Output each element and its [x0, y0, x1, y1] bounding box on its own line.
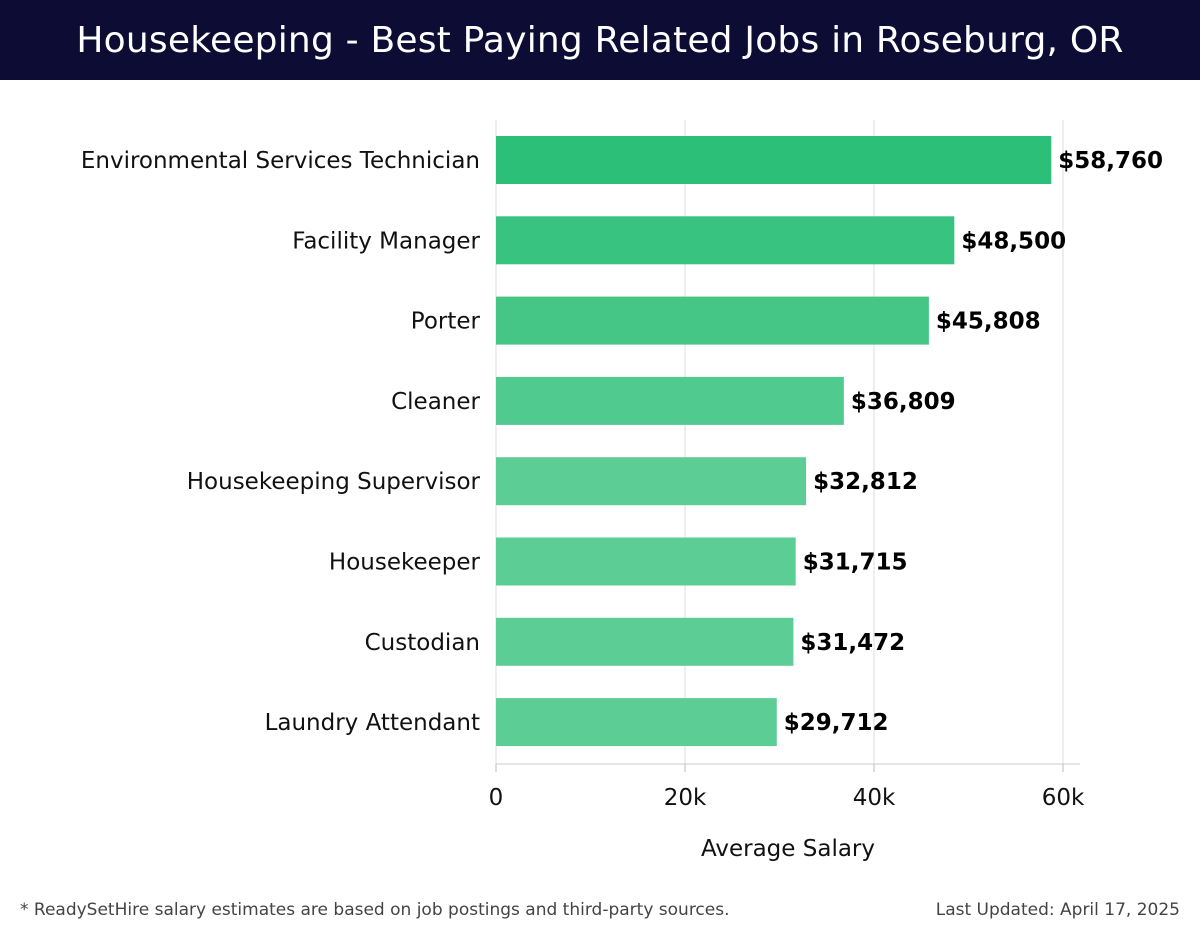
category-label: Laundry Attendant: [265, 710, 480, 736]
bar-layer: [496, 136, 1052, 747]
category-label: Facility Manager: [292, 228, 480, 254]
category-label: Housekeeper: [329, 550, 481, 576]
x-axis-title: Average Salary: [701, 836, 875, 862]
bar: [496, 537, 796, 586]
chart-title: Housekeeping - Best Paying Related Jobs …: [76, 19, 1124, 61]
x-tick-label: 60k: [1042, 785, 1085, 811]
value-label: $58,760: [1058, 148, 1163, 174]
title-bar: Housekeeping - Best Paying Related Jobs …: [0, 0, 1200, 80]
value-label: $29,712: [784, 710, 889, 736]
footer-updated: Last Updated: April 17, 2025: [935, 900, 1180, 920]
x-tick-label: 20k: [664, 785, 707, 811]
bar: [496, 216, 955, 265]
category-label: Custodian: [365, 630, 480, 656]
category-label: Housekeeping Supervisor: [187, 469, 481, 495]
category-label: Environmental Services Technician: [81, 148, 480, 174]
value-label: $31,715: [803, 550, 908, 576]
value-label: $31,472: [800, 630, 905, 656]
label-layer: Environmental Services Technician $58,760…: [81, 148, 1163, 736]
footer-note: * ReadySetHire salary estimates are base…: [20, 900, 730, 920]
category-label: Cleaner: [391, 389, 480, 415]
value-label: $32,812: [813, 469, 918, 495]
value-label: $45,808: [936, 309, 1041, 335]
x-tick-label: 0: [489, 785, 504, 811]
x-tick-label: 40k: [853, 785, 896, 811]
bar: [496, 376, 844, 425]
bar: [496, 296, 929, 345]
value-label: $36,809: [851, 389, 956, 415]
bar: [496, 617, 794, 666]
x-axis: 0 20k 40k 60k: [489, 763, 1085, 811]
bar-chart: Environmental Services Technician $58,760…: [81, 120, 1163, 862]
bar: [496, 457, 807, 506]
category-label: Porter: [411, 309, 481, 335]
value-label: $48,500: [961, 228, 1066, 254]
bar: [496, 136, 1052, 184]
bar: [496, 698, 777, 747]
